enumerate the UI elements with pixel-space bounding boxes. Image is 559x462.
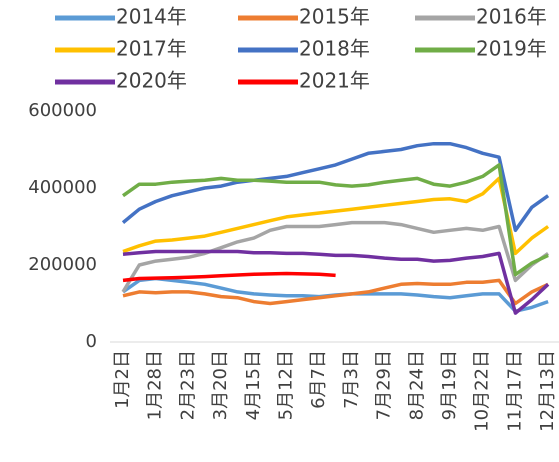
legend-label: 2018年 [299,37,370,61]
series-line [121,220,550,293]
legend-label: 2015年 [299,5,370,29]
plot-area [121,141,550,315]
legend-label: 2014年 [116,5,187,29]
legend-label: 2020年 [116,69,187,93]
series-line [121,141,550,233]
y-tick-label: 200000 [28,254,97,275]
x-tick-label: 11月17日 [504,350,525,432]
legend-label: 2016年 [476,5,547,29]
legend-label: 2021年 [299,69,370,93]
y-tick-label: 400000 [28,177,97,198]
x-tick-label: 5月12日 [276,350,297,420]
x-tick-label: 12月13日 [537,350,558,432]
x-tick-label: 1月28日 [145,350,166,420]
x-tick-label: 4月15日 [243,350,264,420]
x-tick-label: 3月20日 [210,350,231,420]
x-tick-label: 9月19日 [439,350,460,420]
series-line [121,163,549,277]
x-tick-label: 10月22日 [472,350,493,432]
legend-label: 2017年 [116,37,187,61]
y-tick-label: 0 [86,331,97,352]
x-tick-label: 7月3日 [341,350,362,409]
legend-label: 2019年 [476,37,547,61]
series-line [122,278,549,306]
series-line [122,271,336,283]
series-line [122,249,550,315]
y-tick-label: 600000 [28,100,97,121]
x-tick-label: 8月24日 [406,350,427,420]
x-tick-label: 2月23日 [177,350,198,420]
x-tick-label: 1月2日 [112,350,133,409]
series-line [122,176,550,256]
x-tick-label: 7月29日 [374,350,395,420]
x-tick-label: 6月7日 [308,350,329,409]
